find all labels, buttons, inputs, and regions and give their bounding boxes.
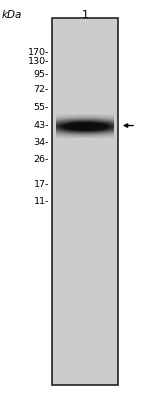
Text: 11-: 11- (34, 197, 49, 206)
Text: 1: 1 (82, 10, 89, 20)
Text: 95-: 95- (34, 70, 49, 79)
Text: 170-: 170- (28, 48, 49, 57)
Bar (52, 18, 118, 385)
Text: 55-: 55- (34, 103, 49, 112)
Text: kDa: kDa (2, 10, 22, 20)
Text: 130-: 130- (28, 57, 49, 66)
Text: 17-: 17- (34, 180, 49, 190)
Text: 26-: 26- (34, 155, 49, 164)
Text: 72-: 72- (34, 85, 49, 94)
Text: 34-: 34- (34, 138, 49, 146)
Text: 43-: 43- (34, 121, 49, 130)
